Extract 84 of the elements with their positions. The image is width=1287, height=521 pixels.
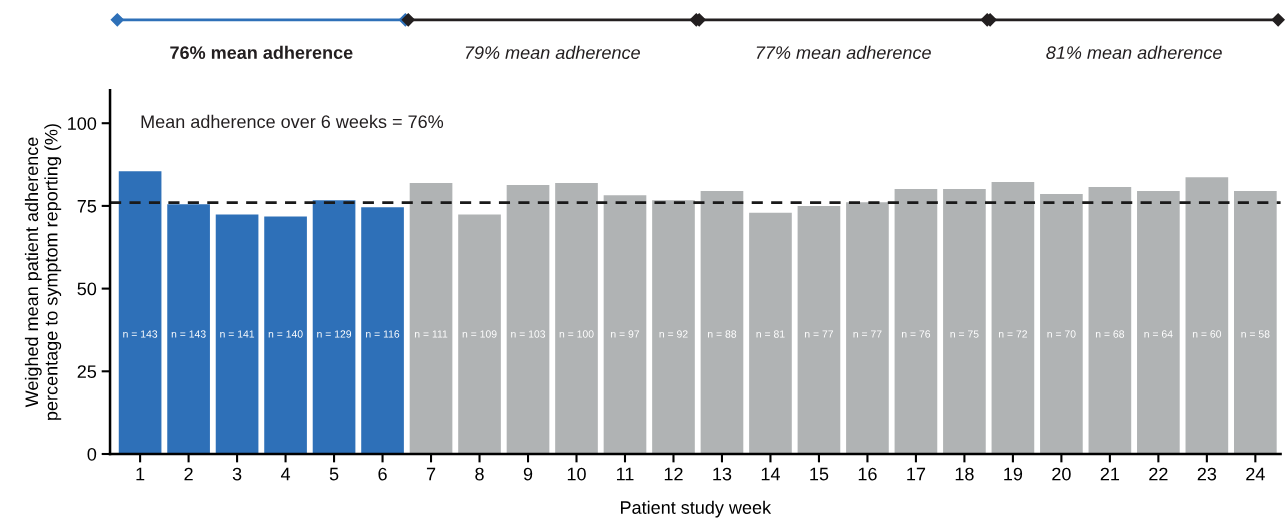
x-tick-label: 11 [616, 467, 634, 481]
annotation: n = 109 [462, 330, 497, 338]
bar [118, 171, 162, 454]
annotation: n = 68 [1095, 330, 1125, 338]
x-tick-label: 6 [378, 467, 387, 481]
x-tick-label: 1 [136, 467, 145, 481]
x-tick-label: 4 [280, 467, 291, 481]
x-tick-label: 24 [1246, 467, 1265, 481]
x-tick-label: 3 [232, 467, 242, 481]
y-tick-label: 100 [68, 117, 97, 130]
bar [991, 182, 1035, 454]
x-tick-label: 17 [907, 467, 926, 481]
bar [1137, 191, 1180, 454]
x-axis-title: Patient study week [621, 500, 772, 518]
y-tick-label: 50 [77, 282, 97, 296]
x-tick-label: 22 [1149, 467, 1168, 481]
bar [1088, 187, 1132, 454]
annotation: n = 97 [611, 330, 640, 338]
annotation: n = 77 [853, 330, 882, 338]
bar [312, 200, 356, 454]
x-tick-label: 23 [1197, 467, 1217, 481]
bar [1040, 194, 1083, 454]
annotation: n = 92 [659, 330, 688, 338]
annotation: n = 70 [1047, 330, 1076, 338]
annotation: n = 75 [950, 330, 979, 338]
bar [846, 202, 889, 454]
x-tick-label: 16 [858, 467, 877, 481]
bar [943, 189, 986, 454]
annotation: n = 116 [366, 330, 400, 338]
x-tick-label: 12 [664, 467, 683, 481]
annotation: n = 129 [317, 330, 352, 338]
text: 76% mean adherence [170, 45, 353, 60]
bar [894, 189, 938, 454]
annotation: n = 64 [1144, 330, 1173, 338]
annotation: n = 141 [220, 330, 255, 338]
annotation: n = 103 [511, 330, 546, 338]
bar [797, 205, 841, 454]
x-tick-label: 13 [713, 467, 732, 481]
bar [506, 185, 550, 454]
bar [167, 204, 210, 454]
bar [215, 214, 259, 454]
annotation: n = 58 [1241, 330, 1270, 338]
x-tick-label: 5 [329, 467, 339, 481]
x-tick-label: 10 [567, 467, 586, 481]
annotation: n = 72 [998, 330, 1028, 338]
x-tick-label: 19 [1004, 467, 1023, 481]
text: 81% mean adherence [1046, 45, 1222, 60]
annotation: n = 143 [123, 330, 158, 338]
y-axis-title: Weighed mean patient adherence percentage to symptom reporting (%) [24, 124, 62, 420]
annotation: n = 88 [708, 330, 737, 338]
bar [555, 183, 598, 454]
bar [1185, 177, 1229, 454]
bar [700, 191, 744, 454]
y-tick-label: 75 [77, 200, 97, 213]
y-tick-label: 0 [87, 447, 97, 461]
bar [749, 212, 792, 454]
annotation: n = 77 [805, 330, 834, 338]
x-tick-label: 15 [810, 467, 829, 481]
annotation: n = 100 [559, 330, 594, 338]
x-tick-label: 20 [1052, 467, 1071, 481]
text: 77% mean adherence [756, 45, 931, 60]
y-tick-label: 25 [77, 365, 97, 379]
bar [603, 195, 647, 454]
x-tick-label: 21 [1100, 467, 1120, 481]
annotation: n = 140 [268, 330, 303, 338]
x-tick-label: 8 [475, 467, 484, 481]
bar [652, 200, 695, 454]
annotation: n = 81 [756, 330, 785, 338]
annotation: n = 111 [414, 330, 448, 338]
x-tick-label: 18 [955, 467, 974, 481]
bar [458, 214, 501, 454]
x-tick-label: 2 [184, 467, 193, 481]
x-tick-label: 7 [426, 467, 436, 481]
bar [1234, 191, 1277, 454]
annotation: n = 60 [1192, 330, 1222, 338]
bar [264, 216, 307, 454]
ref-line-label: Mean adherence over 6 weeks = 76% [141, 114, 444, 129]
x-tick-label: 14 [761, 467, 780, 481]
bar [361, 207, 404, 454]
x-tick-label: 9 [523, 467, 533, 481]
annotation: n = 143 [171, 330, 206, 338]
annotation: n = 76 [901, 330, 931, 338]
bar [409, 183, 453, 454]
text: 79% mean adherence [465, 45, 640, 60]
